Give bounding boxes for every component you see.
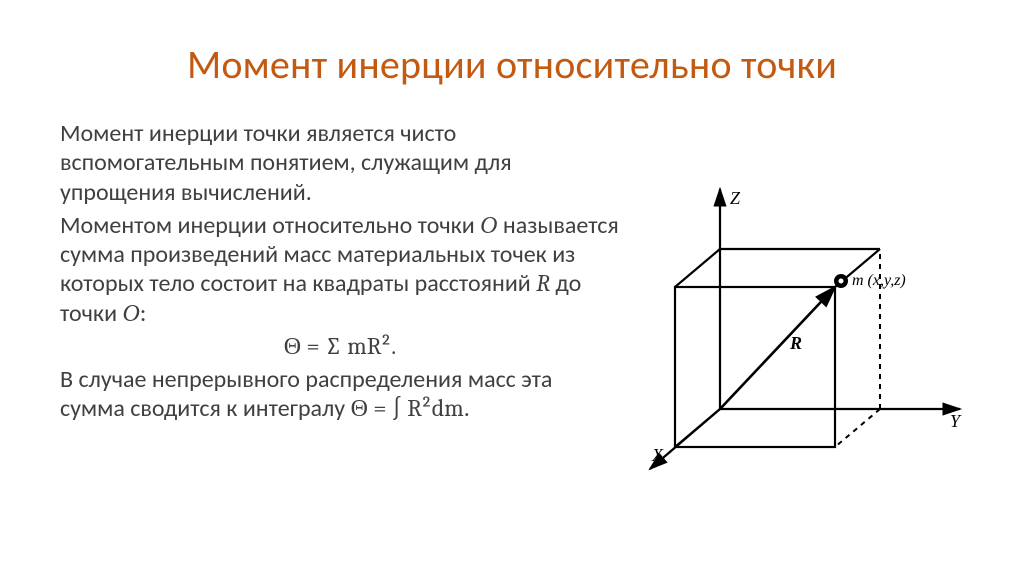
p2-text-d: : bbox=[140, 299, 146, 328]
slide: Момент инерции относительно точки Момент… bbox=[0, 0, 1024, 574]
label-m: m (x,y,z) bbox=[852, 272, 906, 289]
label-x: X bbox=[651, 445, 664, 465]
paragraph-3: В случае непрерывного распределения масс… bbox=[60, 365, 620, 424]
p3-text-a: В случае непрерывного распределения масс… bbox=[60, 365, 552, 423]
paragraph-1: Момент инерции точки является чисто вспо… bbox=[60, 119, 620, 207]
p2-R: R bbox=[536, 269, 550, 297]
cube-edge-tl bbox=[675, 249, 720, 287]
cube-edge-hidden-3 bbox=[835, 409, 880, 447]
vector-R bbox=[720, 287, 835, 409]
label-r: R bbox=[789, 333, 802, 353]
p2-O2: О bbox=[122, 299, 139, 327]
p2-O: О bbox=[480, 211, 497, 239]
content-row: Момент инерции точки является чисто вспо… bbox=[60, 119, 964, 484]
label-y: Y bbox=[950, 411, 962, 431]
diagram-column: Z Y X R m (x,y,z) bbox=[630, 119, 990, 484]
p3-text-b: . bbox=[464, 394, 470, 423]
label-z: Z bbox=[730, 188, 741, 208]
formula-sum: Θ = ∑ mR². bbox=[60, 332, 620, 361]
p2-text-a: Моментом инерции относительно точки bbox=[60, 211, 480, 240]
paragraph-2: Моментом инерции относительно точки О на… bbox=[60, 211, 620, 328]
cube-diagram: Z Y X R m (x,y,z) bbox=[630, 159, 990, 479]
formula-integral: Θ = ∫ R²dm bbox=[351, 394, 464, 422]
mass-point-inner bbox=[839, 279, 844, 284]
cube-edge-bl bbox=[675, 409, 720, 447]
text-column: Момент инерции точки является чисто вспо… bbox=[60, 119, 620, 428]
slide-title: Момент инерции относительно точки bbox=[60, 40, 964, 89]
